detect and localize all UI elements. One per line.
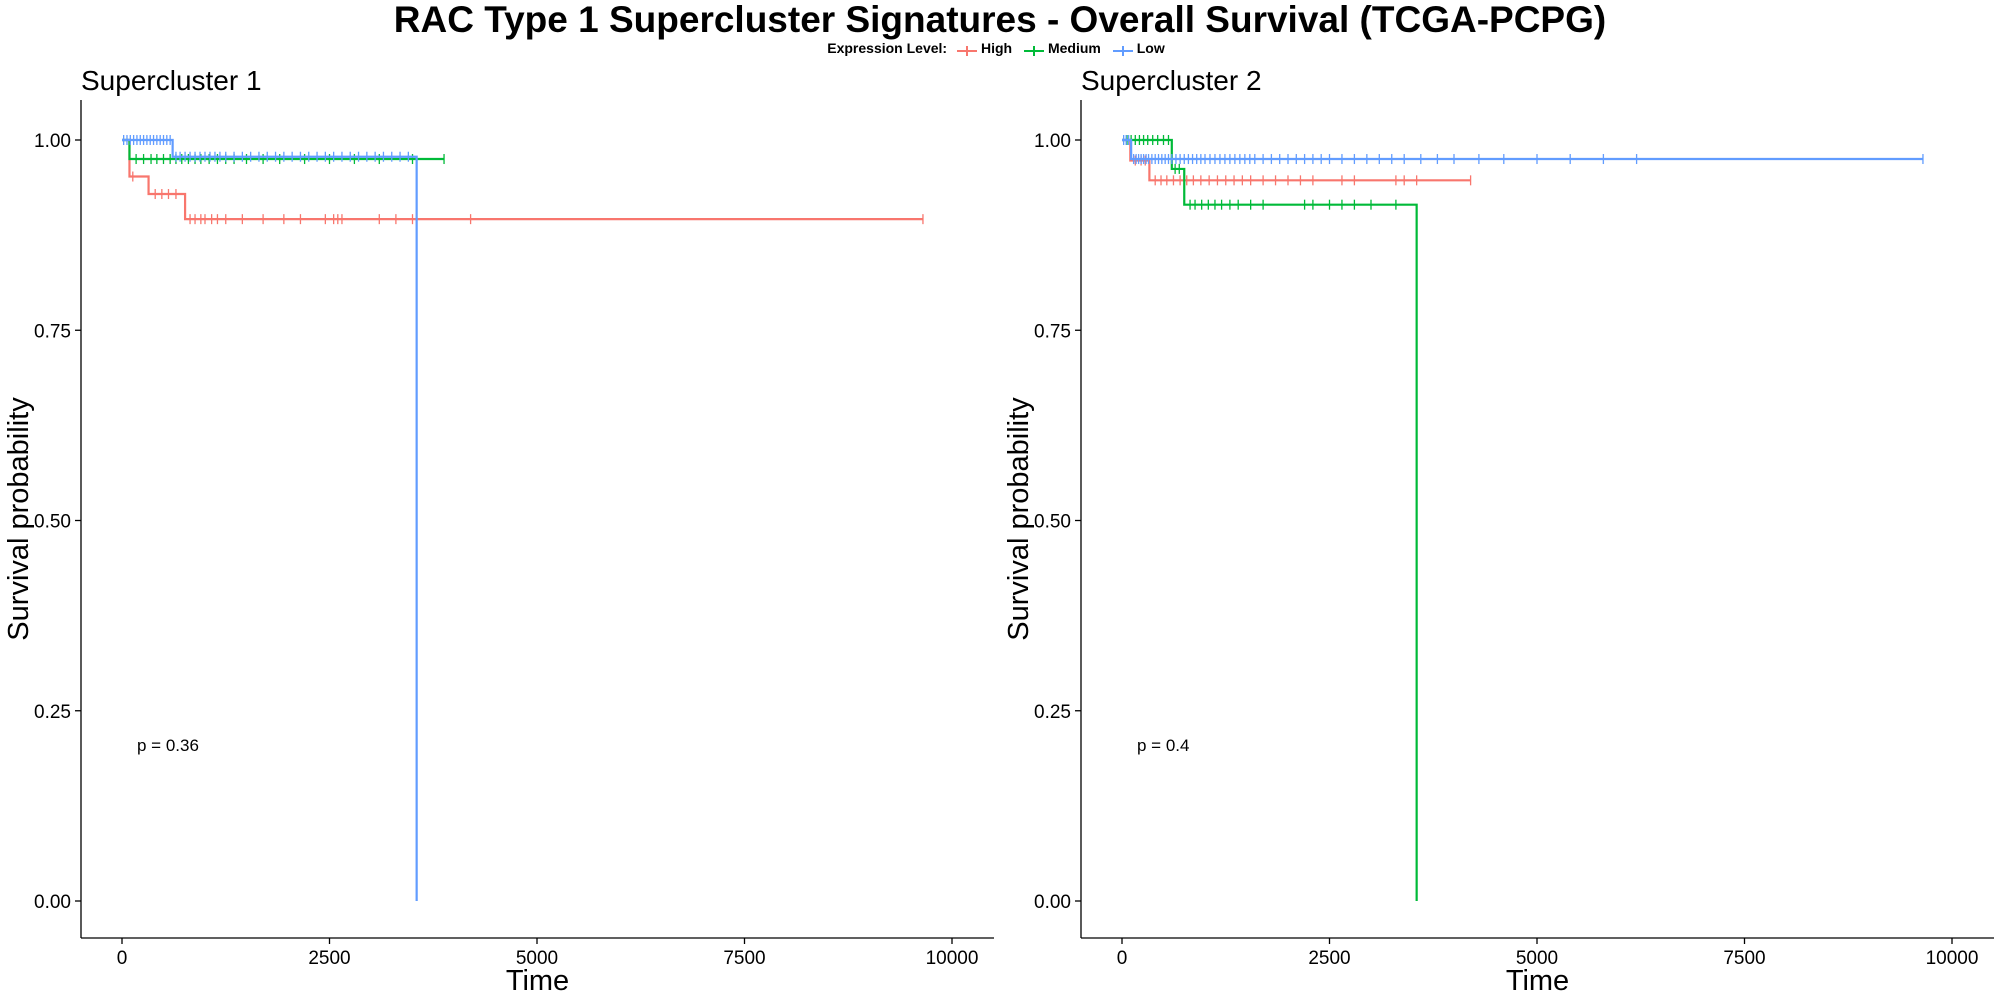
panel-1-x-tick-label: 5000: [516, 948, 558, 969]
panel-1-p-value: p = 0.36: [137, 736, 199, 755]
panel-2-y-tick-label: 0.00: [1034, 892, 1071, 913]
panel-1-x-axis-title: Time: [506, 965, 569, 997]
legend-item-high: High: [956, 39, 1013, 57]
panel-1-x-tick-label: 7500: [723, 948, 765, 969]
panel-2-y-tick-label: 0.25: [1034, 702, 1071, 723]
legend-item-low: Low: [1112, 39, 1165, 57]
panel-2-medium-curve: [1122, 138, 1418, 901]
legend-swatch-high: [956, 43, 977, 57]
panel-2-y-tick-label: 0.50: [1034, 512, 1071, 533]
panel-2-p-value: p = 0.4: [1137, 736, 1189, 755]
legend-label-high: High: [980, 40, 1013, 56]
panel-2-x-tick-label: 5000: [1516, 948, 1558, 969]
legend-label-medium: Medium: [1047, 40, 1101, 56]
panel-1-x-tick-label: 2500: [308, 948, 350, 969]
panel-1-y-tick-label: 0.00: [34, 892, 71, 913]
panel-1-y-tick-label: 0.25: [34, 702, 71, 723]
panel-1-low-curve: [122, 138, 418, 901]
panel-2-x-tick-label: 0: [1117, 948, 1128, 969]
panel-2-low-curve: [1122, 138, 1923, 161]
legend-label-low: Low: [1136, 40, 1165, 56]
legend-swatch-medium: [1023, 43, 1044, 57]
panel-1-y-tick-label: 1.00: [34, 131, 71, 152]
legend-item-medium: Medium: [1023, 39, 1101, 57]
chart-title: RAC Type 1 Supercluster Signatures - Ove…: [393, 0, 1607, 40]
panel-2-y-tick-label: 0.75: [1034, 321, 1071, 342]
panel-1-y-tick-label: 0.75: [34, 321, 71, 342]
panel-2-x-tick-label: 7500: [1723, 948, 1765, 969]
legend-title: Expression Level:: [827, 40, 948, 56]
panel-1-title: Supercluster 1: [81, 65, 262, 96]
panel-1-x-tick-label: 0: [117, 948, 128, 969]
panel-1-y-axis-title: Survival probability: [3, 397, 35, 641]
panel-1-y-tick-label: 0.50: [34, 512, 71, 533]
panel-2-x-tick-label: 2500: [1308, 948, 1350, 969]
legend-swatch-low: [1112, 43, 1133, 57]
panel-2-y-tick-label: 1.00: [1034, 131, 1071, 152]
panel-2-x-tick-label: 10000: [1926, 948, 1979, 969]
panel-2-x-axis-title: Time: [1506, 965, 1569, 997]
panel-1-x-tick-label: 10000: [926, 948, 979, 969]
panel-2-title: Supercluster 2: [1081, 65, 1262, 96]
panel-2-y-axis-title: Survival probability: [1003, 397, 1035, 641]
legend: Expression Level: High Medium Low: [0, 39, 2000, 57]
